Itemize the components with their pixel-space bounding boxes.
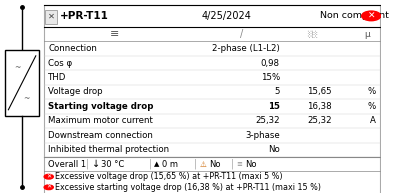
Text: μ: μ <box>364 30 370 39</box>
Text: ≡: ≡ <box>236 161 242 167</box>
Text: ✕: ✕ <box>48 11 54 20</box>
Text: Starting voltage drop: Starting voltage drop <box>48 102 154 111</box>
Text: 0 m: 0 m <box>162 160 178 169</box>
Text: ✕: ✕ <box>46 185 51 190</box>
Text: ~: ~ <box>24 94 30 103</box>
Text: 0,98: 0,98 <box>261 58 280 68</box>
Text: Cos φ: Cos φ <box>48 58 73 68</box>
Text: ▲: ▲ <box>154 161 160 167</box>
Text: No: No <box>246 160 257 169</box>
FancyBboxPatch shape <box>45 9 57 24</box>
Text: Non compliant: Non compliant <box>320 11 389 20</box>
Text: ✕: ✕ <box>46 174 51 179</box>
Text: ↓: ↓ <box>92 159 100 169</box>
Text: 4/25/2024: 4/25/2024 <box>202 11 252 21</box>
Text: |: | <box>86 159 89 169</box>
Text: Overall 1: Overall 1 <box>48 160 86 169</box>
Text: 5: 5 <box>274 87 280 96</box>
Text: Voltage drop: Voltage drop <box>48 87 103 96</box>
Text: Connection: Connection <box>48 44 97 53</box>
Text: No: No <box>268 145 280 154</box>
Text: |: | <box>230 159 234 169</box>
Text: ~: ~ <box>14 63 21 72</box>
Text: A: A <box>370 116 376 125</box>
Text: %: % <box>368 87 376 96</box>
Text: 15%: 15% <box>260 73 280 82</box>
Text: Excessive starting voltage drop (16,38 %) at +PR-T11 (maxi 15 %): Excessive starting voltage drop (16,38 %… <box>55 183 321 192</box>
Text: Excessive voltage drop (15,65 %) at +PR-T11 (maxi 5 %): Excessive voltage drop (15,65 %) at +PR-… <box>55 172 283 181</box>
Text: 3-phase: 3-phase <box>245 131 280 140</box>
Circle shape <box>44 185 53 190</box>
Text: |: | <box>148 159 152 169</box>
Circle shape <box>362 11 381 21</box>
Text: |: | <box>194 159 198 169</box>
Text: 2-phase (L1-L2): 2-phase (L1-L2) <box>212 44 280 53</box>
Text: ✕: ✕ <box>368 11 375 20</box>
Text: /: / <box>240 29 243 39</box>
Text: Inhibited thermal protection: Inhibited thermal protection <box>48 145 170 154</box>
Text: 25,32: 25,32 <box>255 116 280 125</box>
Text: Downstream connection: Downstream connection <box>48 131 153 140</box>
Text: %: % <box>368 102 376 111</box>
FancyBboxPatch shape <box>5 50 39 116</box>
Text: ≡: ≡ <box>110 29 119 39</box>
Text: THD: THD <box>48 73 67 82</box>
Text: 15: 15 <box>268 102 280 111</box>
Text: 15,65: 15,65 <box>307 87 332 96</box>
Text: 16,38: 16,38 <box>307 102 332 111</box>
Text: ⚠: ⚠ <box>200 160 206 169</box>
Text: ░░: ░░ <box>307 31 318 38</box>
Text: No: No <box>209 160 220 169</box>
Circle shape <box>44 174 53 179</box>
FancyBboxPatch shape <box>44 5 380 193</box>
Text: Maximum motor current: Maximum motor current <box>48 116 153 125</box>
Text: 25,32: 25,32 <box>307 116 332 125</box>
Text: 30 °C: 30 °C <box>101 160 124 169</box>
Text: +PR-T11: +PR-T11 <box>60 11 109 21</box>
